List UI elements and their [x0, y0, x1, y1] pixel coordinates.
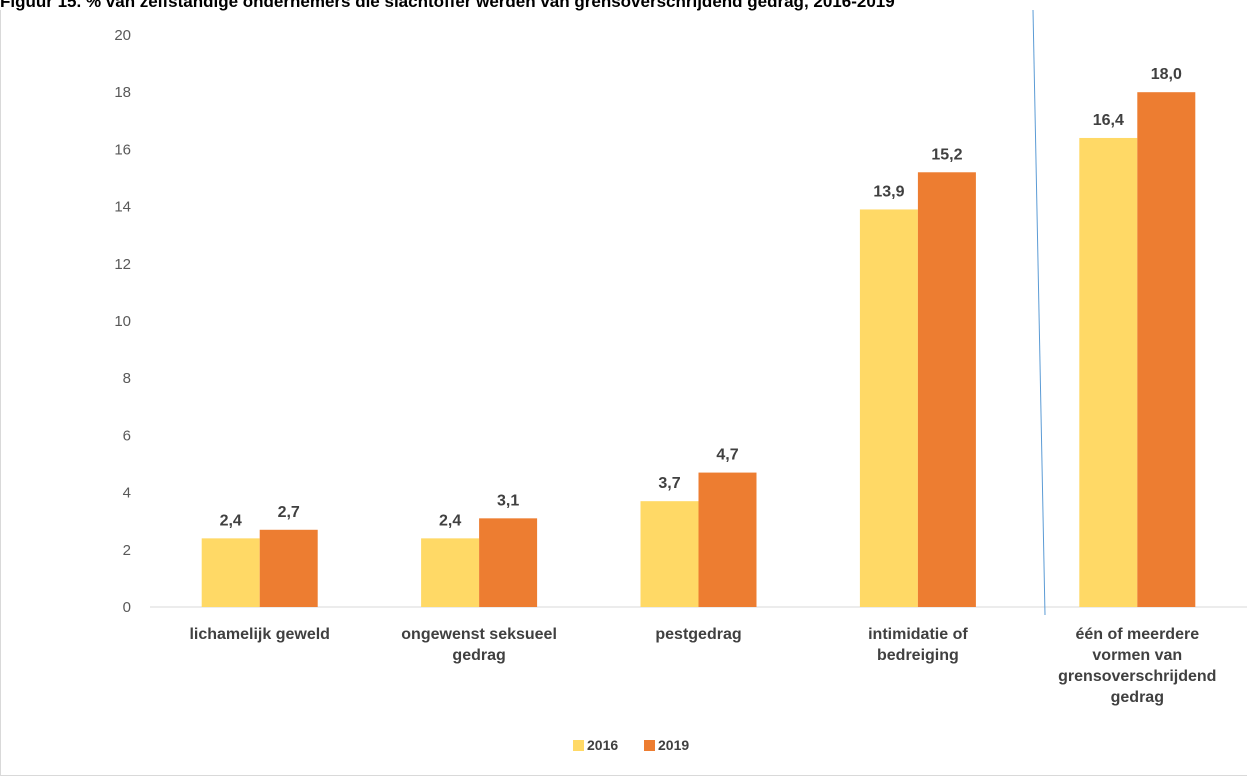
- y-tick-label: 18: [114, 84, 131, 101]
- y-tick-label: 0: [123, 599, 131, 616]
- annotation-line: [1032, 9, 1046, 616]
- bar-2019: [479, 518, 538, 607]
- data-label: 3,1: [497, 492, 519, 509]
- data-label: 15,2: [931, 146, 962, 163]
- bar-2019: [698, 472, 757, 607]
- category-label: bedreiging: [877, 647, 959, 664]
- legend-label: 2019: [658, 737, 689, 753]
- y-tick-label: 2: [123, 542, 131, 559]
- bar-2016: [201, 538, 260, 607]
- bar-2016: [640, 501, 699, 607]
- bar-2019: [259, 529, 318, 607]
- category-label: gedrag: [1111, 689, 1164, 706]
- category-label: pestgedrag: [655, 626, 741, 643]
- data-label: 2,4: [439, 512, 461, 529]
- category-label: één of meerdere: [1075, 626, 1199, 643]
- data-label: 13,9: [873, 183, 904, 200]
- data-label: 4,7: [716, 447, 738, 464]
- y-tick-label: 10: [114, 313, 131, 330]
- y-tick-label: 8: [123, 370, 131, 387]
- bar-2016: [1079, 137, 1138, 607]
- bar-2019: [917, 172, 976, 607]
- y-tick-label: 6: [123, 427, 131, 444]
- category-label: gedrag: [452, 647, 505, 664]
- data-label: 18,0: [1151, 66, 1182, 83]
- bar-2019: [1137, 92, 1196, 607]
- y-tick-label: 16: [114, 141, 131, 158]
- category-label: vormen van: [1092, 647, 1182, 664]
- data-label: 2,4: [220, 512, 242, 529]
- bar-2016: [859, 209, 918, 607]
- legend-swatch-2019: [644, 740, 655, 751]
- data-label: 2,7: [278, 504, 300, 521]
- y-tick-label: 12: [114, 256, 131, 273]
- data-label: 3,7: [658, 475, 680, 492]
- category-label: grensoverschrijdend: [1058, 668, 1216, 685]
- category-label: ongewenst seksueel: [401, 626, 557, 643]
- bar-2016: [421, 538, 480, 607]
- category-label: lichamelijk geweld: [189, 626, 330, 643]
- chart-title: Figuur 15. % van zelfstandige ondernemer…: [0, 0, 895, 11]
- legend-swatch-2016: [573, 740, 584, 751]
- category-label: intimidatie of: [868, 626, 968, 643]
- y-tick-label: 20: [114, 27, 131, 44]
- data-label: 16,4: [1093, 112, 1124, 129]
- legend-label: 2016: [587, 737, 618, 753]
- y-tick-label: 14: [114, 199, 131, 216]
- y-tick-label: 4: [123, 485, 131, 502]
